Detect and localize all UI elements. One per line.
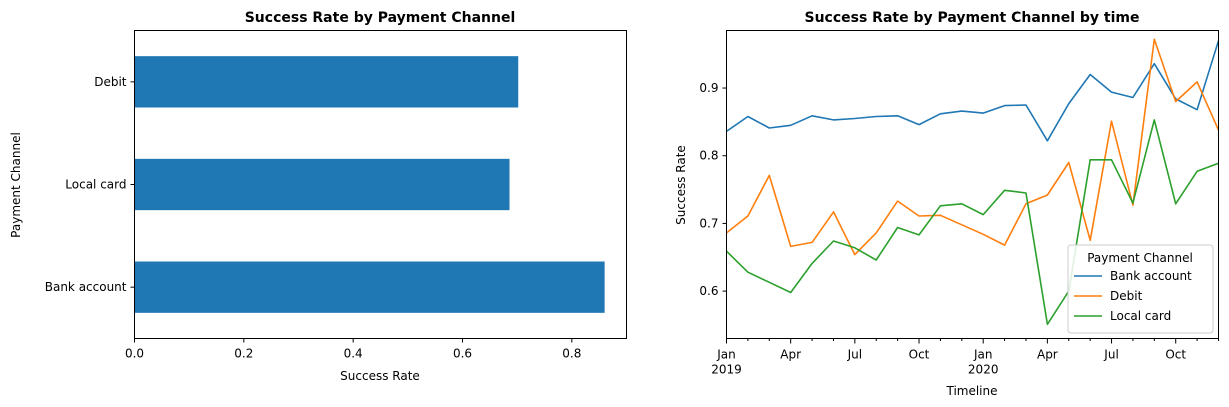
legend-label: Local card bbox=[1110, 309, 1171, 323]
x-tick-label: 0.8 bbox=[562, 347, 581, 361]
y-tick-label: 0.9 bbox=[699, 81, 718, 95]
line-chart-ylabel: Success Rate bbox=[674, 145, 688, 225]
bar bbox=[134, 56, 519, 108]
legend-box bbox=[1067, 244, 1214, 334]
bar-y-ticks: Bank account Local card Debit bbox=[45, 75, 135, 294]
y-tick-label: Bank account bbox=[45, 280, 127, 294]
line-chart-title: Success Rate by Payment Channel by time bbox=[804, 10, 1139, 26]
bars-layer bbox=[134, 56, 605, 313]
bar-chart-title: Success Rate by Payment Channel bbox=[245, 10, 516, 26]
x-tick-label: Apr bbox=[1037, 348, 1058, 362]
legend-items: Bank account Debit Local card bbox=[1074, 269, 1192, 323]
y-tick-label: Local card bbox=[65, 178, 126, 192]
x-tick-label: Jan bbox=[716, 348, 736, 362]
x-tick-label: 0.6 bbox=[453, 347, 472, 361]
line-y-ticks: 0.6 0.7 0.8 0.9 bbox=[699, 81, 727, 298]
bar-chart: Success Rate by Payment Channel 0.0 0.2 0.… bbox=[9, 10, 627, 383]
bar bbox=[134, 261, 605, 313]
y-tick-label: 0.7 bbox=[699, 216, 718, 230]
legend-label: Bank account bbox=[1110, 269, 1192, 283]
y-tick-label: 0.6 bbox=[699, 284, 718, 298]
x-tick-label: Apr bbox=[780, 348, 801, 362]
x-tick-year-label: 2020 bbox=[968, 363, 999, 377]
x-tick-label: 0.2 bbox=[234, 347, 253, 361]
legend: Payment Channel Bank account Debit Local c… bbox=[1067, 244, 1214, 334]
line-chart-xlabel: Timeline bbox=[945, 384, 997, 398]
x-tick-label: Oct bbox=[909, 348, 930, 362]
x-tick-label: Jan bbox=[973, 348, 993, 362]
x-tick-label: Jul bbox=[847, 348, 862, 362]
y-tick-label: Debit bbox=[94, 75, 127, 89]
series-line bbox=[725, 119, 1219, 326]
x-tick-label: Oct bbox=[1165, 348, 1186, 362]
bar bbox=[134, 158, 510, 211]
bar-x-ticks: 0.0 0.2 0.4 0.6 0.8 bbox=[125, 338, 581, 361]
series-line bbox=[726, 38, 1220, 256]
x-tick-label: 0.0 bbox=[125, 347, 144, 361]
legend-label: Debit bbox=[1110, 289, 1143, 303]
lines-layer bbox=[725, 38, 1220, 326]
x-tick-label: Jul bbox=[1103, 348, 1118, 362]
x-tick-year-label: 2019 bbox=[711, 363, 742, 377]
legend-title: Payment Channel bbox=[1087, 251, 1193, 265]
bar-chart-ylabel: Payment Channel bbox=[9, 132, 23, 238]
y-tick-label: 0.8 bbox=[699, 149, 718, 163]
line-chart-frame bbox=[726, 30, 1219, 339]
bar-chart-xlabel: Success Rate bbox=[340, 369, 420, 383]
x-tick-label: 0.4 bbox=[344, 347, 363, 361]
series-line bbox=[726, 40, 1220, 142]
line-chart: Success Rate by Payment Channel by time … bbox=[674, 10, 1220, 398]
